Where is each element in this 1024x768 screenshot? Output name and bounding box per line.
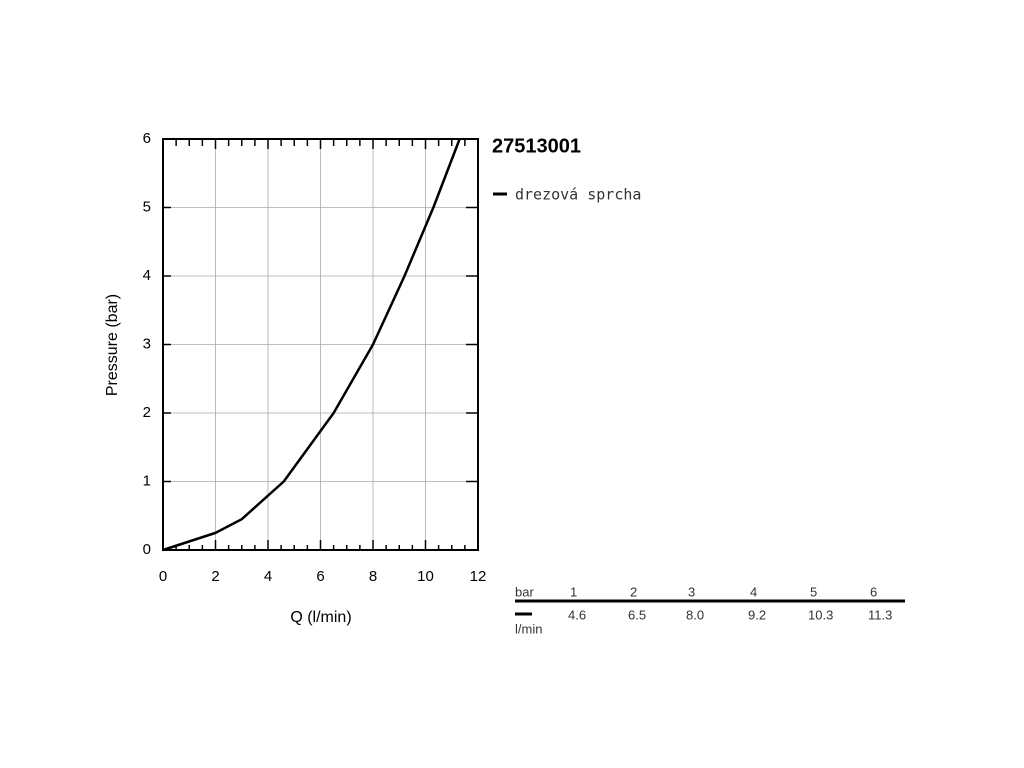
table-pressure: 3 <box>688 584 695 599</box>
table-flow: 11.3 <box>868 607 892 622</box>
x-tick-label: 10 <box>417 568 434 585</box>
y-axis-label: Pressure (bar) <box>104 294 121 396</box>
x-axis-label: Q (l/min) <box>290 609 351 626</box>
table-flow: 8.0 <box>686 607 704 622</box>
table-pressure: 2 <box>630 584 637 599</box>
plot-frame <box>162 138 479 551</box>
table-flow: 4.6 <box>568 607 586 622</box>
y-tick-label: 3 <box>143 335 151 352</box>
table-pressure: 4 <box>750 584 757 599</box>
x-tick-label: 12 <box>470 568 487 585</box>
table-flow: 10.3 <box>808 607 833 622</box>
table-pressure: 1 <box>570 584 577 599</box>
table-unit-label: l/min <box>515 621 542 636</box>
x-tick-label: 4 <box>264 568 272 585</box>
y-tick-label: 6 <box>143 130 151 147</box>
legend-label: drezová sprcha <box>515 186 641 204</box>
y-tick-label: 4 <box>143 267 151 284</box>
data-line <box>162 138 461 552</box>
x-tick-label: 2 <box>211 568 219 585</box>
table-pressure: 6 <box>870 584 877 599</box>
x-tick-label: 6 <box>316 568 324 585</box>
table-flow: 6.5 <box>628 607 646 622</box>
y-tick-label: 5 <box>143 198 151 215</box>
y-tick-label: 2 <box>143 404 151 421</box>
x-tick-label: 8 <box>369 568 377 585</box>
y-tick-label: 1 <box>143 472 151 489</box>
table-flow: 9.2 <box>748 607 766 622</box>
table-pressure: 5 <box>810 584 817 599</box>
table-row-label: bar <box>515 584 534 599</box>
x-tick-label: 0 <box>159 568 167 585</box>
chart-title: 27513001 <box>492 135 581 157</box>
y-tick-label: 0 <box>143 541 151 558</box>
